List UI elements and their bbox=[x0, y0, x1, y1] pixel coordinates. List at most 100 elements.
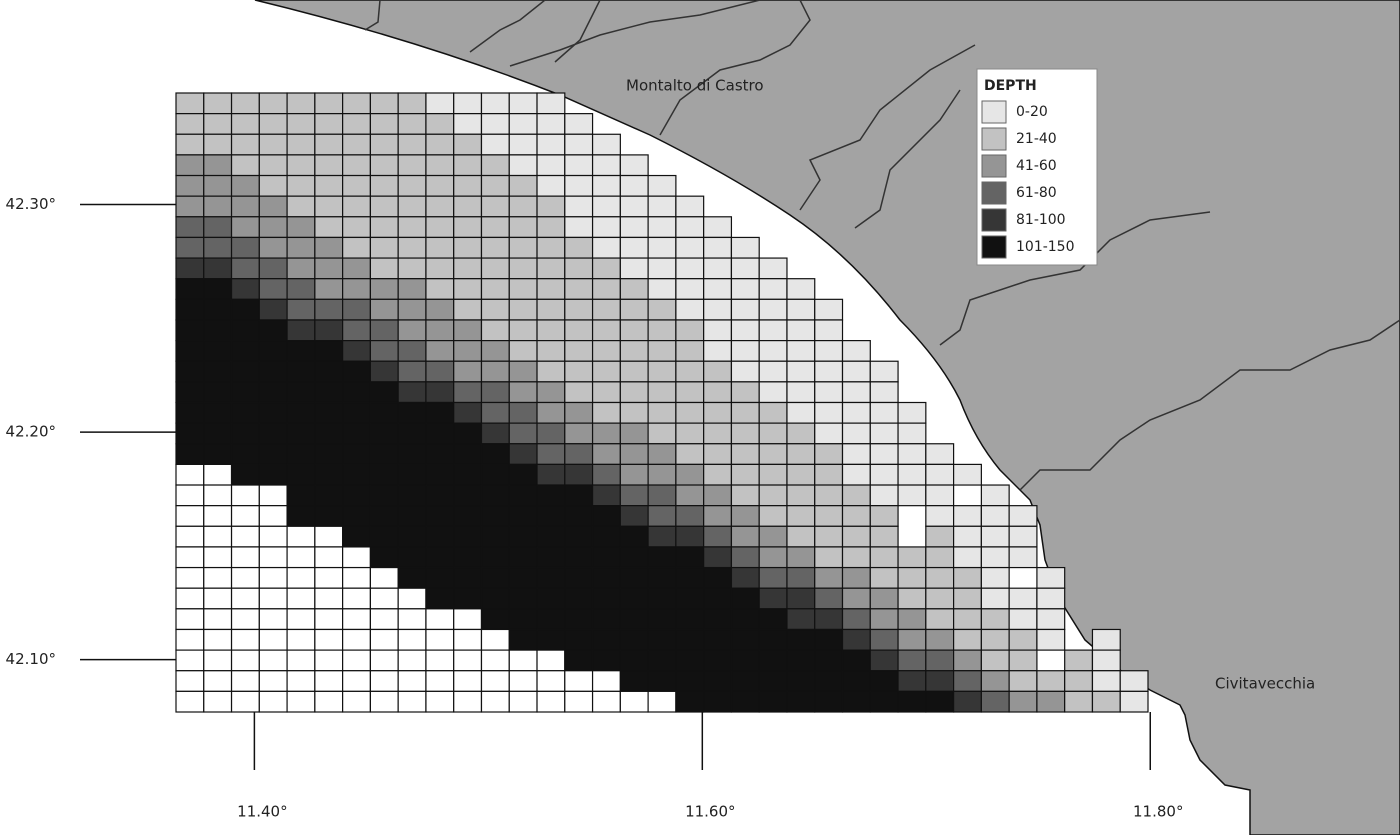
depth-cell bbox=[453, 278, 483, 300]
depth-cell bbox=[647, 298, 677, 321]
depth-cell bbox=[758, 298, 788, 321]
legend-label: 61-80 bbox=[1016, 185, 1057, 201]
depth-cell bbox=[1008, 587, 1038, 610]
depth-cell bbox=[730, 319, 760, 342]
depth-cell bbox=[980, 484, 1010, 507]
depth-cell bbox=[314, 628, 344, 651]
depth-cell bbox=[814, 587, 844, 610]
depth-cell bbox=[786, 505, 816, 527]
depth-cell bbox=[536, 505, 566, 527]
depth-cell bbox=[258, 340, 288, 362]
depth-cell bbox=[369, 443, 399, 465]
depth-cell bbox=[480, 154, 510, 177]
depth-cell bbox=[397, 360, 427, 383]
depth-cell bbox=[508, 154, 538, 177]
depth-cell bbox=[841, 587, 871, 610]
depth-cell bbox=[980, 628, 1010, 651]
depth-cell bbox=[814, 422, 844, 445]
depth-cell bbox=[536, 422, 566, 445]
depth-cell bbox=[1008, 608, 1038, 631]
depth-cell bbox=[203, 546, 233, 569]
depth-cell bbox=[703, 505, 733, 527]
depth-cell bbox=[703, 319, 733, 342]
depth-cell bbox=[841, 463, 871, 486]
depth-cell bbox=[703, 566, 733, 589]
depth-cell bbox=[480, 690, 510, 713]
depth-cell bbox=[952, 566, 982, 589]
depth-cell bbox=[342, 216, 371, 239]
depth-cell bbox=[647, 463, 677, 486]
depth-cell bbox=[314, 463, 344, 486]
depth-cell bbox=[508, 92, 538, 115]
depth-cell bbox=[508, 195, 538, 218]
depth-cell bbox=[952, 505, 982, 527]
depth-cell bbox=[258, 670, 288, 692]
depth-cell bbox=[397, 649, 427, 672]
depth-cell bbox=[286, 340, 316, 362]
depth-cell bbox=[869, 422, 899, 445]
depth-cell bbox=[342, 92, 371, 115]
depth-cell bbox=[480, 608, 510, 631]
depth-cell bbox=[647, 484, 677, 507]
depth-cell bbox=[342, 195, 371, 218]
depth-cell bbox=[425, 133, 455, 156]
depth-cell bbox=[203, 690, 233, 713]
depth-cell bbox=[564, 484, 594, 507]
depth-cell bbox=[342, 236, 371, 259]
depth-cell bbox=[703, 443, 733, 465]
depth-cell bbox=[203, 340, 233, 362]
depth-cell bbox=[508, 463, 538, 486]
depth-cell bbox=[230, 690, 260, 713]
depth-cell bbox=[536, 257, 566, 280]
depth-cell bbox=[814, 340, 844, 362]
depth-cell bbox=[453, 216, 483, 239]
depth-cell bbox=[230, 505, 260, 527]
depth-cell bbox=[703, 608, 733, 631]
depth-cell bbox=[258, 381, 288, 404]
depth-cell bbox=[619, 670, 649, 692]
depth-cell bbox=[508, 113, 538, 135]
depth-cell bbox=[230, 546, 260, 569]
depth-cell bbox=[564, 443, 594, 465]
depth-cell bbox=[175, 113, 205, 135]
depth-cell bbox=[258, 113, 288, 135]
depth-cell bbox=[619, 195, 649, 218]
depth-cell bbox=[453, 484, 483, 507]
depth-cell bbox=[591, 278, 621, 300]
depth-cell bbox=[1091, 628, 1121, 651]
depth-cell bbox=[314, 113, 344, 135]
depth-cell bbox=[397, 92, 427, 115]
legend-label: 81-100 bbox=[1016, 212, 1066, 228]
depth-cell bbox=[230, 401, 260, 424]
depth-cell bbox=[369, 113, 399, 135]
depth-cell bbox=[314, 236, 344, 259]
depth-cell bbox=[980, 690, 1010, 713]
depth-cell bbox=[980, 670, 1010, 692]
depth-cell bbox=[536, 443, 566, 465]
depth-cell bbox=[314, 484, 344, 507]
depth-cell bbox=[508, 381, 538, 404]
depth-cell bbox=[841, 443, 871, 465]
depth-cell bbox=[619, 608, 649, 631]
depth-cell bbox=[286, 113, 316, 135]
depth-cell bbox=[703, 401, 733, 424]
depth-cell bbox=[175, 546, 205, 569]
depth-cell bbox=[564, 195, 594, 218]
depth-cell bbox=[758, 505, 788, 527]
depth-cell bbox=[897, 484, 927, 507]
depth-cell bbox=[286, 505, 316, 527]
depth-cell bbox=[980, 608, 1010, 631]
depth-cell bbox=[925, 484, 955, 507]
depth-cell bbox=[203, 505, 233, 527]
depth-cell bbox=[397, 381, 427, 404]
depth-cell bbox=[258, 195, 288, 218]
depth-cell bbox=[897, 670, 927, 692]
depth-cell bbox=[564, 236, 594, 259]
depth-cell bbox=[591, 257, 621, 280]
depth-cell bbox=[841, 422, 871, 445]
depth-cell bbox=[480, 278, 510, 300]
depth-cell bbox=[425, 443, 455, 465]
depth-cell bbox=[980, 525, 1010, 548]
depth-cell bbox=[342, 463, 371, 486]
depth-cell bbox=[841, 546, 871, 569]
